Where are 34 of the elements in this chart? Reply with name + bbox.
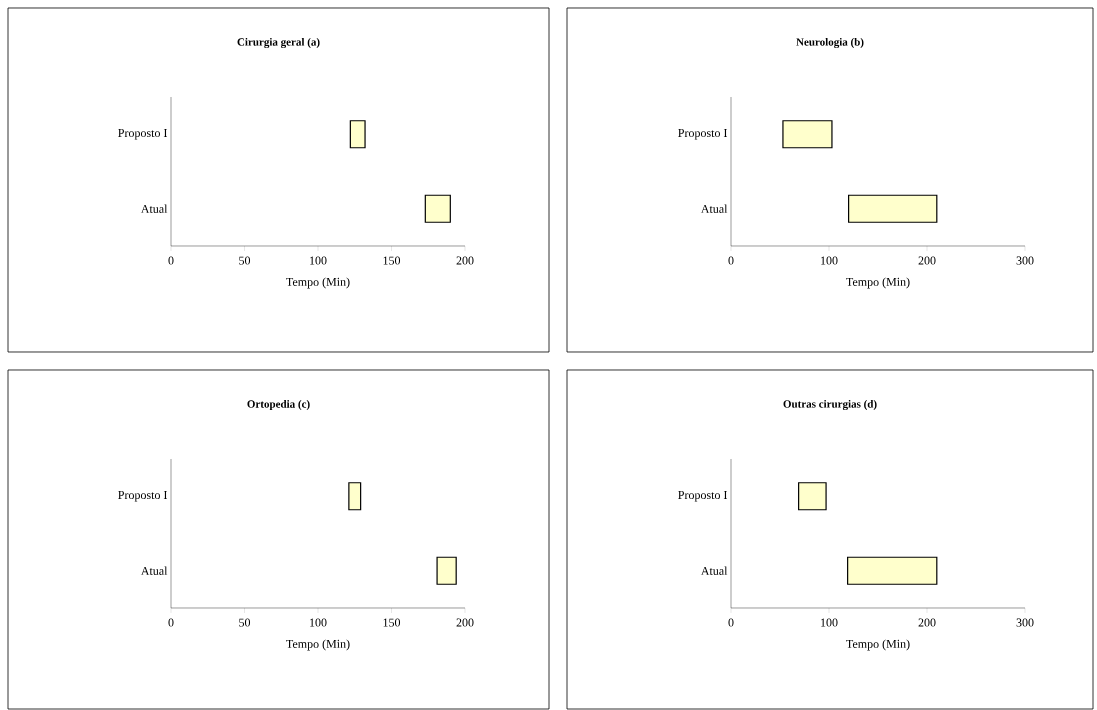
x-tick-label: 0 (728, 618, 734, 627)
x-tick-label: 0 (728, 256, 734, 265)
y-tick-label: Proposto I (118, 491, 168, 502)
x-tick-label: 200 (456, 618, 474, 627)
x-tick-label: 50 (239, 256, 251, 265)
x-axis-title: Tempo (Min) (286, 639, 350, 651)
x-tick-label: 50 (239, 618, 251, 627)
y-tick-label: Proposto I (678, 491, 728, 502)
x-tick-label: 200 (456, 256, 474, 265)
chart-title: Neurologia (b) (796, 37, 864, 49)
chart-title: Ortopedia (c) (247, 400, 310, 410)
x-axis-title: Tempo (Min) (286, 277, 350, 289)
chart-title: Cirurgia geral (a) (237, 37, 320, 49)
y-tick-label: Atual (700, 204, 728, 213)
x-tick-label: 0 (168, 618, 174, 627)
y-tick-label: Proposto I (118, 129, 168, 140)
chart-title: Outras cirurgias (d) (783, 399, 877, 411)
y-tick-label: Atual (700, 566, 728, 575)
x-tick-label: 150 (383, 618, 401, 627)
x-tick-label: 0 (168, 256, 174, 265)
x-tick-label: 200 (918, 618, 936, 627)
x-tick-label: 100 (821, 618, 838, 627)
x-tick-label: 100 (310, 618, 327, 627)
x-tick-label: 200 (918, 256, 936, 265)
x-axis-title: Tempo (Min) (846, 277, 910, 289)
y-tick-label: Proposto I (678, 129, 728, 140)
y-tick-label: Atual (140, 566, 168, 575)
x-tick-label: 300 (1016, 256, 1034, 265)
x-tick-label: 100 (310, 256, 327, 265)
x-axis-title: Tempo (Min) (846, 639, 910, 651)
x-tick-label: 300 (1016, 618, 1034, 627)
y-tick-label: Atual (140, 204, 168, 213)
x-tick-label: 100 (821, 256, 838, 265)
x-tick-label: 150 (383, 256, 401, 265)
